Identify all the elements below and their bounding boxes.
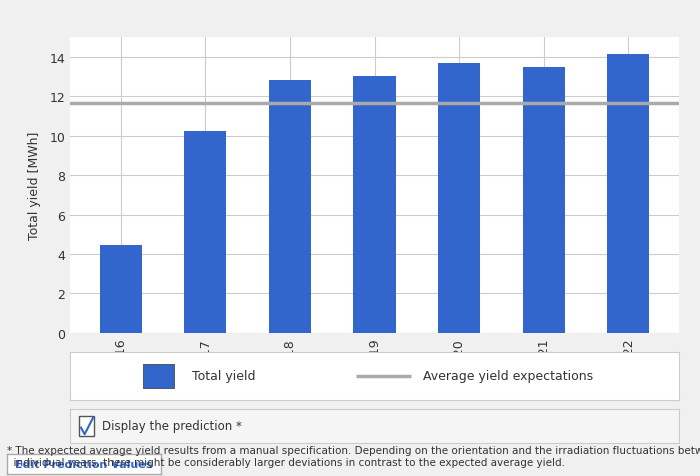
- Y-axis label: Total yield [MWh]: Total yield [MWh]: [28, 131, 41, 240]
- Bar: [522, 68, 565, 333]
- Bar: [79, 416, 95, 436]
- Text: * The expected average yield results from a manual specification. Depending on t: * The expected average yield results fro…: [7, 445, 700, 466]
- Text: Display the prediction *: Display the prediction *: [102, 419, 242, 433]
- Bar: [99, 246, 142, 333]
- Bar: [143, 364, 174, 388]
- Text: Average yield expectations: Average yield expectations: [424, 369, 594, 383]
- Bar: [354, 77, 395, 333]
- Bar: [438, 64, 480, 333]
- Text: Edit Prediction Values: Edit Prediction Values: [15, 459, 153, 469]
- Bar: [607, 55, 650, 333]
- Text: Total yield: Total yield: [192, 369, 256, 383]
- Bar: [269, 80, 311, 333]
- Bar: [184, 131, 227, 333]
